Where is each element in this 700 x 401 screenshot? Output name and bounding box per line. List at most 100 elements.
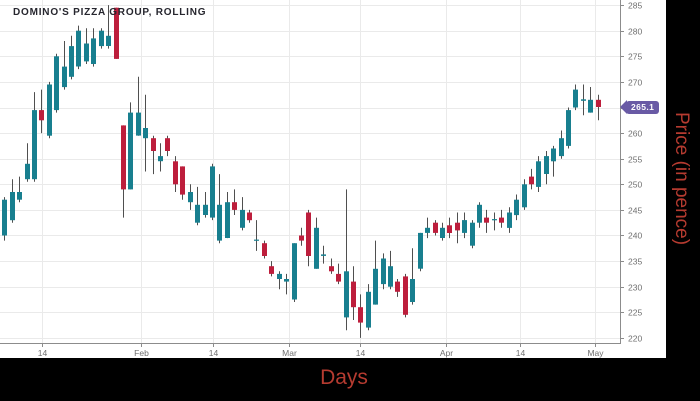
candlestick[interactable]: [47, 81, 52, 139]
candlestick[interactable]: [173, 156, 178, 192]
candlestick[interactable]: [529, 168, 534, 190]
x-tick-label: Mar: [282, 348, 297, 358]
candlestick[interactable]: [39, 89, 44, 134]
candlestick[interactable]: [470, 220, 475, 249]
candle-body-up: [388, 266, 393, 287]
candlestick[interactable]: [433, 220, 438, 236]
candle-body-down: [114, 7, 119, 59]
candlestick[interactable]: [32, 92, 37, 182]
candlestick[interactable]: [314, 217, 319, 269]
candlestick[interactable]: [344, 189, 349, 331]
candlestick[interactable]: [106, 5, 111, 49]
candlestick[interactable]: [2, 197, 7, 241]
candlestick[interactable]: [254, 220, 259, 251]
candlestick[interactable]: [336, 263, 341, 285]
candlestick[interactable]: [551, 145, 556, 177]
candlestick[interactable]: [573, 84, 578, 111]
candlestick[interactable]: [373, 240, 378, 305]
candle-body-up: [225, 202, 230, 238]
candlestick[interactable]: [158, 143, 163, 172]
candle-body-up: [188, 192, 193, 203]
candlestick[interactable]: [507, 207, 512, 233]
candle-body-down: [395, 281, 400, 292]
candlestick[interactable]: [559, 130, 564, 159]
candlestick[interactable]: [484, 209, 489, 233]
candle-body-down: [336, 273, 341, 282]
candlestick[interactable]: [225, 192, 230, 239]
candlestick[interactable]: [292, 243, 297, 302]
candle-body-up: [284, 279, 289, 282]
candle-body-up: [425, 227, 430, 233]
candlestick[interactable]: [462, 212, 467, 239]
candlestick[interactable]: [388, 250, 393, 290]
candlestick[interactable]: [410, 248, 415, 305]
candle-body-up: [573, 89, 578, 108]
candlestick[interactable]: [514, 194, 519, 221]
candlestick[interactable]: [358, 294, 363, 338]
candlestick[interactable]: [306, 209, 311, 267]
candlestick[interactable]: [10, 179, 15, 223]
candlestick[interactable]: [180, 166, 185, 200]
candlestick[interactable]: [566, 107, 571, 149]
candlestick[interactable]: [114, 7, 119, 59]
candle-body-down: [299, 235, 304, 241]
candlestick[interactable]: [262, 240, 267, 259]
candlestick[interactable]: [284, 273, 289, 295]
candlestick[interactable]: [136, 76, 141, 136]
candlestick[interactable]: [447, 217, 452, 239]
candlestick[interactable]: [499, 209, 504, 228]
candlestick[interactable]: [188, 184, 193, 210]
candlestick[interactable]: [329, 258, 334, 274]
candlestick[interactable]: [69, 35, 74, 80]
candlestick[interactable]: [240, 197, 245, 231]
candlestick[interactable]: [381, 253, 386, 290]
candlestick[interactable]: [581, 84, 586, 116]
candlestick[interactable]: [143, 94, 148, 172]
candlestick[interactable]: [151, 135, 156, 175]
candlestick[interactable]: [84, 28, 89, 64]
candle-body-down: [447, 225, 452, 233]
candlestick[interactable]: [351, 266, 356, 320]
candle-body-down: [484, 217, 489, 223]
candlestick[interactable]: [25, 143, 30, 182]
candlestick[interactable]: [403, 273, 408, 318]
candlestick[interactable]: [536, 156, 541, 192]
candlestick[interactable]: [440, 222, 445, 241]
candlestick[interactable]: [17, 176, 22, 203]
candlestick[interactable]: [99, 28, 104, 49]
candlestick[interactable]: [395, 279, 400, 297]
candlestick[interactable]: [544, 151, 549, 185]
candlestick[interactable]: [418, 232, 423, 272]
candle-body-down: [351, 281, 356, 308]
candlestick[interactable]: [269, 261, 274, 277]
candle-body-up: [477, 204, 482, 223]
candle-body-up: [106, 35, 111, 46]
candlestick[interactable]: [321, 245, 326, 264]
candlestick[interactable]: [217, 174, 222, 244]
candlestick[interactable]: [121, 125, 126, 218]
candlestick[interactable]: [277, 271, 282, 290]
candlestick[interactable]: [522, 179, 527, 210]
candlestick[interactable]: [62, 41, 67, 90]
candlestick[interactable]: [91, 28, 96, 67]
candle-body-up: [522, 184, 527, 208]
candlestick[interactable]: [588, 87, 593, 113]
candlestick[interactable]: [477, 202, 482, 228]
candlestick[interactable]: [492, 212, 497, 231]
candlestick[interactable]: [299, 227, 304, 246]
candlestick[interactable]: [165, 135, 170, 157]
candle-body-up: [91, 38, 96, 64]
candlestick[interactable]: [232, 189, 237, 215]
candlestick[interactable]: [425, 217, 430, 239]
candlestick[interactable]: [455, 212, 460, 244]
candlestick[interactable]: [76, 25, 81, 70]
candlestick[interactable]: [195, 186, 200, 226]
candlestick[interactable]: [128, 102, 133, 190]
candlestick[interactable]: [54, 53, 59, 113]
candlestick[interactable]: [210, 163, 215, 221]
candlestick-plot[interactable]: 2202252302352402452502552602652702752802…: [0, 0, 666, 358]
candlestick[interactable]: [203, 192, 208, 218]
candlestick[interactable]: [366, 284, 371, 331]
candlestick[interactable]: [247, 209, 252, 223]
candlestick[interactable]: [596, 94, 601, 121]
